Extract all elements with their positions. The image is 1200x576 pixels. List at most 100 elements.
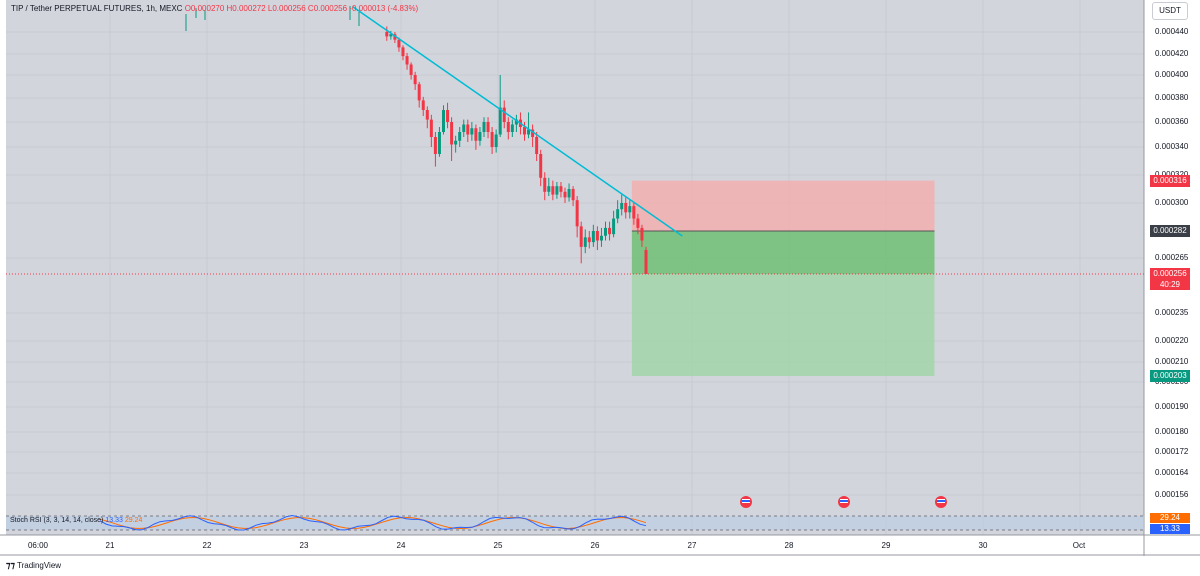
realized-profit-zone[interactable]: [631, 231, 935, 274]
candle-body: [571, 189, 575, 201]
candle-body: [583, 237, 587, 247]
price-tick-label: 0.000320: [1155, 170, 1188, 179]
candle-body: [417, 84, 421, 101]
candle-body: [409, 64, 413, 75]
symbol-header: TIP / Tether PERPETUAL FUTURES, 1h, MEXC…: [11, 4, 418, 13]
stoch-k-line: [99, 514, 647, 531]
time-tick-label: 22: [202, 541, 212, 550]
time-tick-label: 23: [299, 541, 309, 550]
candle-body: [502, 107, 506, 122]
candle-body: [543, 177, 547, 192]
candle-body: [628, 206, 632, 213]
candle-body: [462, 124, 466, 132]
trendline[interactable]: [352, 5, 683, 237]
last-price-tag: 0.000256 40:29: [1150, 268, 1190, 290]
stop-price-tag: 0.000316: [1150, 174, 1190, 187]
stoch-rsi-legend[interactable]: Stoch RSI (3, 3, 14, 14, close) 13.33 29…: [10, 517, 142, 524]
price-tick-label: 0.000300: [1155, 198, 1189, 207]
candle-body: [498, 107, 502, 135]
price-tick-label: 0.000440: [1155, 27, 1189, 36]
candle-body: [567, 189, 571, 198]
time-tick-label: 24: [396, 541, 406, 550]
candle-body: [490, 132, 494, 147]
candle-body: [591, 231, 595, 243]
stoch-rsi-title: Stoch RSI (3, 3, 14, 14, close): [10, 517, 104, 524]
candle-body: [389, 34, 393, 37]
candle-body: [437, 132, 441, 154]
brand-name: TradingView: [17, 561, 62, 570]
candle-body: [559, 186, 563, 192]
candle-body: [446, 110, 450, 122]
candle-body: [551, 186, 555, 195]
candle-body: [486, 122, 490, 132]
candle-body: [535, 137, 539, 154]
target-price-tag: 0.000203: [1150, 370, 1190, 382]
candle-body: [466, 124, 470, 135]
entry-price-tag: 0.000282: [1150, 225, 1190, 237]
us-flag-event-icon[interactable]: [740, 496, 752, 508]
candle-body: [470, 128, 474, 135]
candle-body: [640, 227, 644, 241]
stop-loss-zone[interactable]: [631, 180, 935, 231]
candle-body: [506, 122, 510, 132]
candle-body: [474, 128, 478, 141]
time-tick-label: 29: [881, 541, 891, 550]
price-tick-label: 0.000210: [1155, 357, 1189, 366]
bar-countdown: 40:29: [1159, 280, 1181, 289]
time-tick-label: Oct: [1072, 541, 1086, 550]
time-tick-label: 27: [687, 541, 697, 550]
candle-body: [555, 186, 559, 195]
candle-body: [385, 32, 389, 37]
stoch-rsi-d-value: 29.24: [124, 517, 143, 524]
candle-body: [450, 122, 454, 145]
price-tick-label: 0.000340: [1155, 142, 1189, 151]
candle-body: [579, 226, 583, 247]
candle-body: [644, 250, 648, 274]
price-tick-label: 0.000380: [1155, 93, 1189, 102]
candle-body: [587, 237, 591, 243]
candle-body: [413, 75, 417, 85]
candle-body: [405, 56, 409, 65]
price-tick-label: 0.000420: [1155, 49, 1189, 58]
candle-body: [563, 191, 567, 198]
stoch-rsi-band: [6, 516, 1144, 530]
candle-body: [429, 119, 433, 137]
price-tick-label: 0.000172: [1155, 447, 1189, 456]
candle-body: [458, 132, 462, 141]
time-tick-label: 06:00: [27, 541, 49, 550]
time-tick-label: 21: [105, 541, 115, 550]
candle-body: [478, 132, 482, 141]
us-flag-event-icon[interactable]: [838, 496, 850, 508]
tradingview-logo[interactable]: ⁊⁊ TradingView: [6, 560, 61, 571]
price-tick-label: 0.000235: [1155, 308, 1189, 317]
price-tick-label: 0.000164: [1155, 468, 1189, 477]
candle-body: [433, 137, 437, 154]
last-price-value: 0.000256: [1153, 269, 1187, 278]
candle-body: [421, 100, 425, 110]
candle-body: [547, 186, 551, 192]
candle-body: [454, 140, 458, 145]
time-tick-label: 30: [978, 541, 988, 550]
price-tick-label: 0.000156: [1155, 490, 1189, 499]
candle-body: [527, 129, 531, 135]
candle-body: [599, 235, 603, 241]
candle-body: [397, 39, 401, 48]
us-flag-event-icon[interactable]: [935, 496, 947, 508]
price-tick-label: 0.000220: [1155, 336, 1189, 345]
currency-button[interactable]: USDT: [1152, 2, 1188, 20]
candle-body: [620, 203, 624, 210]
candle-body: [612, 218, 616, 235]
price-tick-label: 0.000400: [1155, 70, 1189, 79]
take-profit-zone[interactable]: [631, 274, 935, 376]
symbol-title[interactable]: TIP / Tether PERPETUAL FUTURES, 1h, MEXC: [11, 4, 183, 13]
stoch-d-tag: 29.24: [1150, 513, 1190, 523]
candle-body: [442, 110, 445, 132]
stoch-rsi-k-value: 13.33: [105, 517, 123, 524]
candle-body: [632, 206, 636, 219]
candle-body: [608, 227, 612, 235]
candle-body: [514, 119, 518, 125]
candle-body: [604, 227, 607, 236]
candle-body: [531, 129, 535, 137]
